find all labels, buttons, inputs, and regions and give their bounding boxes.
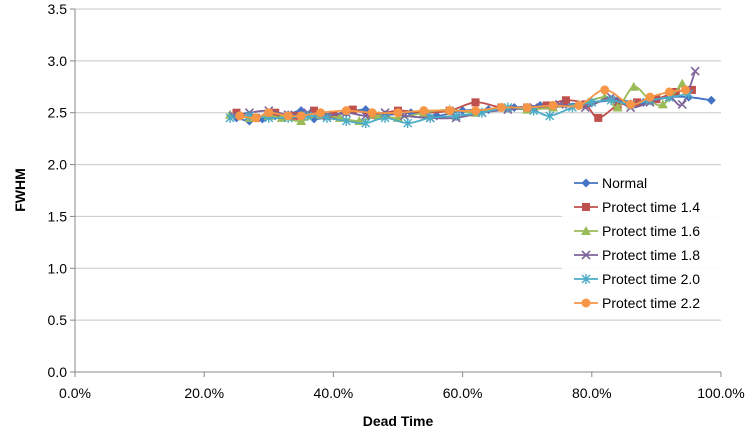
legend-label: Protect time 1.6 bbox=[602, 223, 700, 239]
legend-entry: Protect time 1.4 bbox=[574, 199, 700, 215]
legend-marker bbox=[581, 274, 591, 284]
data-point bbox=[235, 111, 245, 121]
data-point bbox=[341, 116, 351, 127]
axes: 0.0 0.5 1.0 1.5 2.0 2.5 3.0 3.5 0.0% 20.0% 40.0% 60… bbox=[48, 1, 745, 401]
data-point bbox=[315, 108, 325, 118]
data-point bbox=[606, 95, 616, 106]
data-point bbox=[471, 98, 480, 107]
data-point bbox=[225, 112, 235, 123]
legend-entry: Protect time 1.8 bbox=[574, 247, 700, 263]
data-point bbox=[690, 66, 700, 76]
data-point bbox=[680, 85, 690, 95]
legend: Normal Protect time 1.4 Protect time 1.6 Pr… bbox=[562, 167, 754, 319]
data-point bbox=[657, 99, 668, 109]
data-point bbox=[545, 110, 555, 121]
legend-label: Protect time 1.8 bbox=[602, 247, 700, 263]
data-point bbox=[445, 106, 455, 116]
data-point bbox=[425, 112, 435, 123]
data-point bbox=[628, 81, 639, 91]
legend-marker bbox=[581, 250, 591, 260]
data-point bbox=[451, 110, 461, 121]
data-point bbox=[341, 106, 351, 116]
data-point bbox=[522, 103, 532, 113]
x-tick-label: 60.0% bbox=[443, 385, 483, 401]
legend-label: Protect time 2.2 bbox=[602, 295, 700, 311]
legend-label: Protect time 2.0 bbox=[602, 271, 700, 287]
data-point bbox=[348, 105, 357, 114]
x-tick-label: 20.0% bbox=[184, 385, 224, 401]
data-point bbox=[664, 87, 674, 97]
y-tick-label: 1.5 bbox=[48, 208, 68, 224]
series-layer bbox=[225, 66, 716, 129]
legend-box bbox=[562, 167, 754, 319]
data-point bbox=[677, 99, 687, 109]
data-point bbox=[393, 108, 403, 118]
data-point bbox=[264, 108, 274, 118]
data-point bbox=[367, 108, 377, 118]
data-point bbox=[561, 96, 570, 105]
y-tick-label: 2.5 bbox=[48, 105, 68, 121]
data-point bbox=[496, 103, 506, 113]
data-point bbox=[633, 98, 642, 107]
legend-entry: Protect time 2.0 bbox=[574, 271, 700, 287]
data-point bbox=[310, 106, 319, 115]
legend-entry: Normal bbox=[574, 175, 647, 191]
x-tick-label: 0.0% bbox=[59, 385, 91, 401]
data-point bbox=[251, 113, 261, 123]
data-point bbox=[296, 116, 307, 126]
data-point bbox=[548, 100, 558, 110]
x-axis-label: Dead Time bbox=[363, 413, 434, 429]
legend-marker bbox=[582, 203, 590, 211]
data-point bbox=[677, 78, 688, 88]
data-point bbox=[626, 99, 636, 109]
data-point bbox=[574, 100, 584, 110]
y-tick-label: 3.0 bbox=[48, 53, 68, 69]
x-tick-label: 100.0% bbox=[697, 385, 744, 401]
data-point bbox=[296, 111, 306, 121]
data-point bbox=[380, 112, 390, 123]
data-point bbox=[361, 118, 371, 129]
data-point bbox=[471, 106, 481, 116]
y-tick-label: 3.5 bbox=[48, 1, 68, 17]
legend-label: Protect time 1.4 bbox=[602, 199, 700, 215]
data-point bbox=[303, 110, 313, 121]
data-point bbox=[706, 95, 716, 105]
data-point bbox=[645, 92, 655, 102]
data-point bbox=[419, 106, 429, 116]
y-tick-label: 1.0 bbox=[48, 260, 68, 276]
legend-marker bbox=[581, 178, 591, 188]
x-tick-label: 40.0% bbox=[314, 385, 354, 401]
y-tick-label: 0.5 bbox=[48, 312, 68, 328]
data-point bbox=[403, 118, 413, 129]
x-tick-label: 80.0% bbox=[572, 385, 612, 401]
y-axis-label: FWHM bbox=[12, 168, 28, 212]
data-point bbox=[322, 112, 332, 123]
data-point bbox=[600, 85, 610, 95]
y-tick-label: 0.0 bbox=[48, 364, 68, 380]
legend-entry: Protect time 2.2 bbox=[574, 295, 700, 311]
legend-label: Normal bbox=[602, 175, 647, 191]
data-point bbox=[594, 113, 603, 122]
data-point bbox=[283, 111, 293, 121]
series-5 bbox=[235, 85, 690, 123]
y-tick-label: 2.0 bbox=[48, 157, 68, 173]
legend-entry: Protect time 1.6 bbox=[574, 223, 700, 239]
data-point bbox=[612, 102, 623, 112]
legend-marker bbox=[581, 226, 591, 235]
legend-marker bbox=[581, 298, 591, 308]
